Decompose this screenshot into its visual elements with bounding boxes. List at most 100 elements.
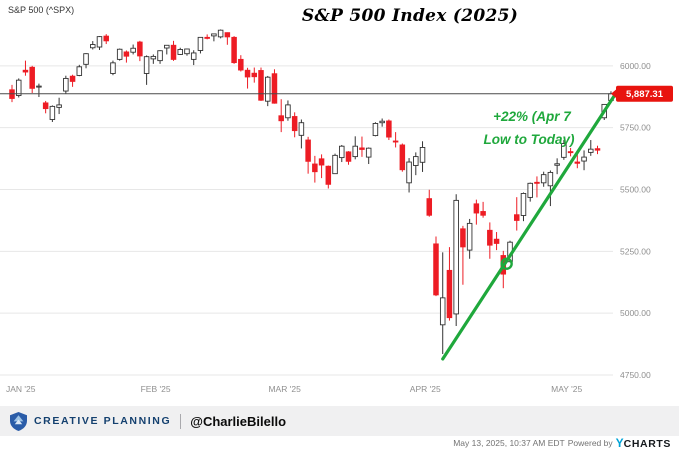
trendline <box>441 88 620 361</box>
ycharts-charts: CHARTS <box>623 438 671 450</box>
candle-body <box>22 69 29 73</box>
candle-body <box>285 104 291 119</box>
y-axis-label: 5250.00 <box>620 246 651 256</box>
x-axis-label: FEB '25 <box>141 384 171 394</box>
candle-body <box>49 105 56 120</box>
x-axis-label: MAR '25 <box>268 384 301 394</box>
y-axis-label: 5750.00 <box>620 123 651 133</box>
candle-body <box>217 29 224 38</box>
candle-body <box>305 139 311 162</box>
candle-body <box>547 171 554 187</box>
candle-body <box>466 222 473 251</box>
candle-body <box>204 36 210 39</box>
candle-body <box>238 58 244 71</box>
candle-body <box>365 147 372 158</box>
candle-body <box>574 161 581 164</box>
candle-body <box>413 156 419 166</box>
candle-body <box>426 198 433 216</box>
candle-body <box>184 48 190 55</box>
candle-body <box>271 73 278 104</box>
chart-title: S&P 500 Index (2025) <box>301 6 519 26</box>
candle-body <box>527 182 533 198</box>
candle-body <box>90 44 96 49</box>
candle-body <box>332 154 338 175</box>
ycharts-logo: Y CHARTS <box>616 436 671 450</box>
candle-body <box>359 147 365 150</box>
candle-body <box>473 203 480 214</box>
footer-bar: CREATIVE PLANNING @CharlieBilello <box>0 406 679 436</box>
candle-body <box>15 79 22 96</box>
candle-body <box>480 211 486 216</box>
candle-body <box>298 122 305 136</box>
candle-body <box>379 120 385 124</box>
candle-body <box>345 151 352 162</box>
candle-body <box>211 33 217 37</box>
candle-body <box>164 44 170 49</box>
candle-body <box>352 145 358 158</box>
candle-body <box>123 51 130 57</box>
candle-body <box>312 163 318 173</box>
candle-body <box>63 77 69 92</box>
timestamp: May 13, 2025, 10:37 AM EDT <box>453 438 565 448</box>
candle-body <box>76 66 83 76</box>
candle-body <box>318 158 325 166</box>
price-badge-label: 5,887.31 <box>626 89 664 100</box>
candle-body <box>150 55 157 60</box>
trendline-loop <box>500 257 513 270</box>
candle-body <box>137 41 143 57</box>
candle-body <box>372 123 379 137</box>
powered-by-label: Powered by <box>567 438 613 448</box>
candle-body <box>42 102 49 110</box>
candle-body <box>567 151 574 154</box>
x-axis-label: MAY '25 <box>551 384 582 394</box>
candle-body <box>116 48 123 60</box>
footer-divider <box>180 413 182 429</box>
candle-body <box>143 56 150 74</box>
candle-body <box>594 148 601 151</box>
candle-body <box>406 161 412 184</box>
candle-body <box>69 75 76 82</box>
series-label: S&P 500 (^SPX) <box>8 5 75 15</box>
candle-body <box>540 174 547 184</box>
candle-body <box>514 214 520 221</box>
price-badge <box>616 85 673 102</box>
candle-body <box>197 36 204 51</box>
candle-body <box>399 144 406 171</box>
candle-body <box>386 120 392 138</box>
candle-body <box>493 238 500 244</box>
author-handle: @CharlieBilello <box>190 413 287 429</box>
creative-planning-logo <box>10 411 27 431</box>
candle-body <box>581 156 587 162</box>
candle-body <box>392 140 399 143</box>
y-axis-label: 5500.00 <box>620 185 651 195</box>
candle-body <box>264 76 271 102</box>
candle-body <box>433 243 439 296</box>
x-axis-label: APR '25 <box>410 384 441 394</box>
candle-body <box>446 269 453 319</box>
candle-body <box>83 53 89 65</box>
candle-body <box>258 70 264 101</box>
candle-body <box>96 36 103 48</box>
candle-body <box>588 148 594 153</box>
candle-body <box>157 50 163 62</box>
candle-body <box>419 146 426 163</box>
candle-body <box>278 115 284 122</box>
candle-body <box>56 104 62 108</box>
candle-body <box>487 229 493 246</box>
candle-body <box>339 145 345 159</box>
candle-body <box>439 297 446 326</box>
candle-body <box>231 36 237 64</box>
candle-body <box>110 62 116 74</box>
candle-body <box>103 35 109 42</box>
candle-body <box>453 199 459 315</box>
annotation-line2: Low to Today) <box>484 132 575 147</box>
x-axis-label: JAN '25 <box>6 384 36 394</box>
candle-body <box>36 85 42 88</box>
candle-body <box>520 193 527 216</box>
candle-body <box>561 143 567 158</box>
candle-body <box>291 116 298 132</box>
candle-body <box>170 44 177 60</box>
y-axis-label: 5000.00 <box>620 308 651 318</box>
ycharts-y: Y <box>615 436 624 450</box>
